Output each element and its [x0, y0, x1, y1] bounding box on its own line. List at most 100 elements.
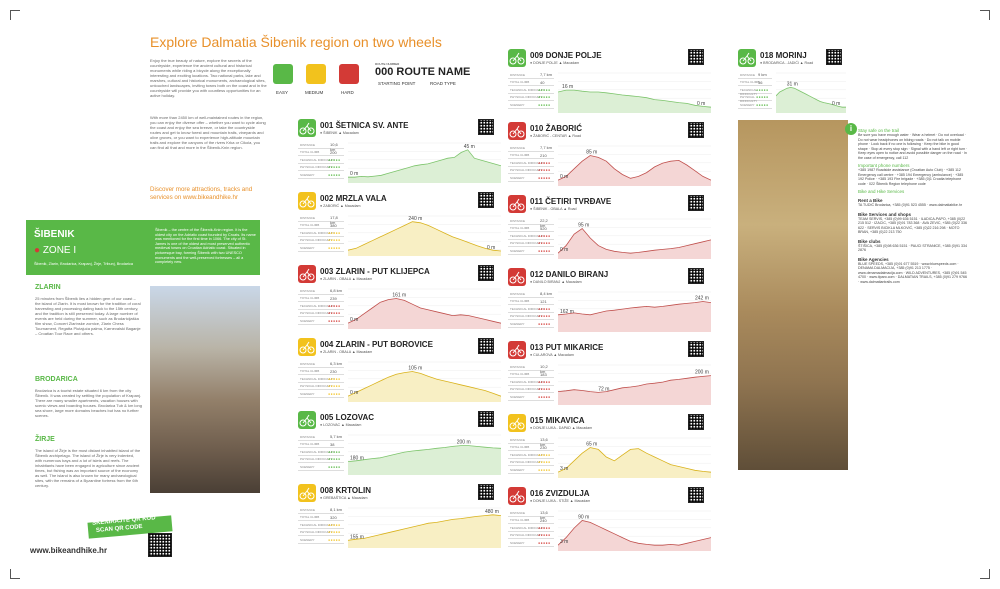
rating-dots: ●●●●●: [328, 165, 341, 169]
stat-row: TECHNICAL DIFFICULTY ●●●●●: [508, 232, 554, 240]
elevation-profile: 105 m 0 m: [348, 361, 501, 402]
stat-row: TOTAL CLIMB 38: [298, 441, 344, 448]
stat-row: TECHNICAL DIFFICULTY ●●●●●: [508, 378, 554, 386]
route-qr-code[interactable]: [478, 411, 494, 427]
route-card: 013 PUT MIKARICE ● CULAROVA ▲ Macadam DIST…: [508, 341, 713, 412]
route-card: 016 ZVIZDULJA ● DONJE LUKA - STIŽE ▲ Maca…: [508, 487, 713, 558]
route-meta: ● GREBAŠTICA ▲ Macadam: [320, 496, 367, 500]
stat-row: PHYSICAL DIFFICULTY ●●●●●: [298, 310, 344, 317]
stat-row: DISTANCE 13,6 km: [508, 509, 554, 520]
rating-dots: ●●●●●: [756, 102, 769, 107]
stat-row: TOTAL CLIMB 320: [298, 514, 344, 521]
stat-row: SCENERY ●●●●●: [508, 174, 554, 182]
stat-label: TECHNICAL DIFFICULTY: [510, 306, 545, 311]
low-label: 72 m: [598, 386, 609, 392]
route-qr-code[interactable]: [478, 338, 494, 354]
road-type: ▲ Macadam: [553, 353, 574, 357]
stat-row: PHYSICAL DIFFICULTY ●●●●●: [298, 456, 344, 463]
route-qr-code[interactable]: [688, 268, 704, 284]
agencies-text: BLUE SPEEDS, +385 (0)91 677 5519 · www.b…: [858, 261, 968, 284]
route-meta: ● ŠIBENIK - OBALA ▲ Road: [530, 207, 576, 211]
stat-row: TOTAL CLIMB 36: [738, 79, 772, 86]
bike-icon: [509, 52, 525, 65]
legend-route-name: 000 ROUTE NAME: [375, 66, 471, 78]
route-qr-code[interactable]: [478, 484, 494, 500]
stat-row: PHYSICAL DIFFICULTY ●●●●●: [508, 313, 554, 320]
stat-value: 17,8 km: [330, 215, 338, 225]
route-meta: ● ŽABORIĆ - CENTAR ▲ Road: [530, 134, 581, 138]
stat-label: PHYSICAL DIFFICULTY: [510, 533, 543, 537]
hard-badge: [339, 64, 359, 84]
peak-label: 45 m: [464, 144, 475, 150]
stat-label: PHYSICAL DIFFICULTY: [300, 311, 333, 315]
stat-label: TOTAL CLIMB: [300, 442, 320, 446]
profile-area: [348, 149, 501, 183]
route-number-label: ROUTE NUMBER: [375, 62, 400, 66]
stat-row: TECHNICAL DIFFICULTY ●●●●●: [738, 86, 772, 96]
road-type: ▲ Macadam: [341, 423, 362, 427]
stat-label: DISTANCE: [510, 72, 525, 77]
route-qr-code[interactable]: [688, 195, 704, 211]
route-qr-code[interactable]: [688, 49, 704, 65]
website-url[interactable]: www.bikeandhike.hr: [30, 546, 108, 555]
route-qr-code[interactable]: [478, 265, 494, 281]
stat-value: 7,7 km: [540, 72, 553, 77]
elevation-profile: 45 m 0 m: [348, 142, 501, 183]
crop-mark: [980, 10, 990, 20]
route-meta: ● ZLARIN - OBALA ▲ Macadam: [320, 277, 372, 281]
profile-line: [348, 221, 501, 252]
info-panel: Stay safe on the trail Be sure you have …: [858, 125, 968, 480]
stat-label: PHYSICAL DIFFICULTY: [740, 95, 758, 103]
section-text: Brodarica is a tourist estate situated 6…: [35, 388, 142, 418]
rating-dots: ●●●●●: [538, 540, 551, 545]
route-title: 016 ZVIZDULJA: [530, 489, 590, 498]
peak-label: 85 m: [586, 150, 597, 156]
route-qr-code[interactable]: [826, 49, 842, 65]
stat-row: SCENERY ●●●●●: [508, 101, 554, 109]
route-qr-code[interactable]: [688, 341, 704, 357]
starting-point: ● BRODARICA - JADIĆI: [760, 61, 800, 65]
bike-icon: [509, 344, 525, 357]
rating-dots: ●●●●●: [538, 102, 551, 107]
route-stats: DISTANCE 8,1 km TOTAL CLIMB 320 TECHNICAL DI…: [298, 506, 344, 544]
route-qr-code[interactable]: [478, 119, 494, 135]
stat-label: TOTAL CLIMB: [510, 299, 530, 303]
medium-badge: [306, 64, 326, 84]
route-stats: DISTANCE 8,4 km TOTAL CLIMB 121 TECHNICAL DI…: [508, 290, 554, 328]
stat-value: 10,6 km: [330, 142, 338, 152]
stat-label: SCENERY: [510, 540, 525, 545]
route-qr-code[interactable]: [688, 414, 704, 430]
stat-row: TOTAL CLIMB 240: [508, 517, 554, 524]
agencies-heading: Bike Agencies: [858, 256, 889, 262]
stat-value: 13,6 km: [540, 510, 548, 520]
stat-label: SCENERY: [510, 394, 525, 399]
stat-row: TECHNICAL DIFFICULTY ●●●●●: [508, 451, 554, 459]
stat-row: PHYSICAL DIFFICULTY ●●●●●: [508, 459, 554, 466]
route-qr-code[interactable]: [478, 192, 494, 208]
route-qr-code[interactable]: [688, 122, 704, 138]
route-title: 004 ZLARIN - PUT BOROVICE: [320, 340, 433, 349]
road-type: ▲ Macadam: [347, 496, 368, 500]
peak-label: 16 m: [562, 84, 573, 90]
rating-dots: ●●●●●: [328, 376, 341, 381]
elevation-profile: 90 m 3 m: [558, 510, 711, 551]
elevation-profile: 242 m 162 m: [558, 291, 711, 332]
rating-dots: ●●●●●: [328, 391, 341, 396]
stat-label: TOTAL CLIMB: [300, 296, 320, 300]
starting-point: ● ZLARIN - OBALA: [320, 350, 352, 354]
stat-label: PHYSICAL DIFFICULTY: [510, 168, 543, 172]
route-card: 002 MRZLA VALA ● ZABORIĆ ▲ Macadam DISTANC…: [298, 192, 503, 263]
route-stats: DISTANCE 10,6 km TOTAL CLIMB 200 TECHNICAL D…: [298, 141, 344, 179]
stat-value: 210: [540, 152, 547, 158]
bike-icon: [299, 122, 315, 135]
rating-dots: ●●●●●: [328, 238, 341, 242]
rating-dots: ●●●●●: [328, 245, 341, 250]
stat-label: DISTANCE: [510, 145, 525, 150]
qr-code[interactable]: [148, 533, 172, 557]
difficulty-badge: [298, 411, 316, 429]
profile-area: [348, 371, 501, 402]
section-title: BRODARICA: [35, 376, 78, 383]
stat-row: TOTAL CLIMB 40: [508, 79, 554, 86]
route-qr-code[interactable]: [688, 487, 704, 503]
elevation-profile: 240 m 0 m: [348, 215, 501, 256]
